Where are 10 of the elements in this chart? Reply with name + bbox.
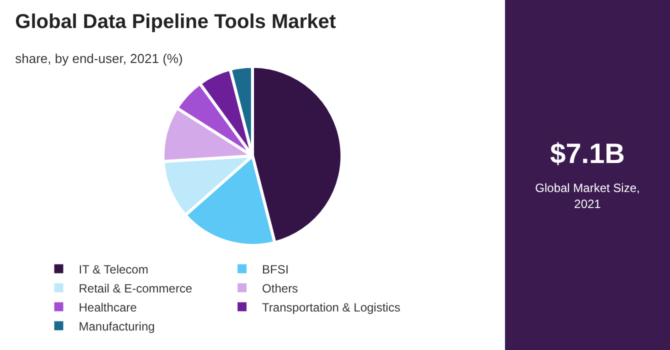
side-panel: $7.1B Global Market Size, 2021 [505,0,670,350]
legend-label: Healthcare [78,300,138,314]
legend-label: BFSI [262,262,289,276]
chart-title: Global Data Pipeline Tools Market [15,11,336,33]
chart-subtitle: share, by end-user, 2021 (%) [15,50,183,66]
legend-label: Transportation & Logistics [262,300,400,314]
legend-label: Retail & E-commerce [78,281,192,296]
legend-label: Others [262,281,298,296]
legend-label: IT & Telecom [78,262,148,276]
legend-label: Manufacturing [78,319,155,334]
